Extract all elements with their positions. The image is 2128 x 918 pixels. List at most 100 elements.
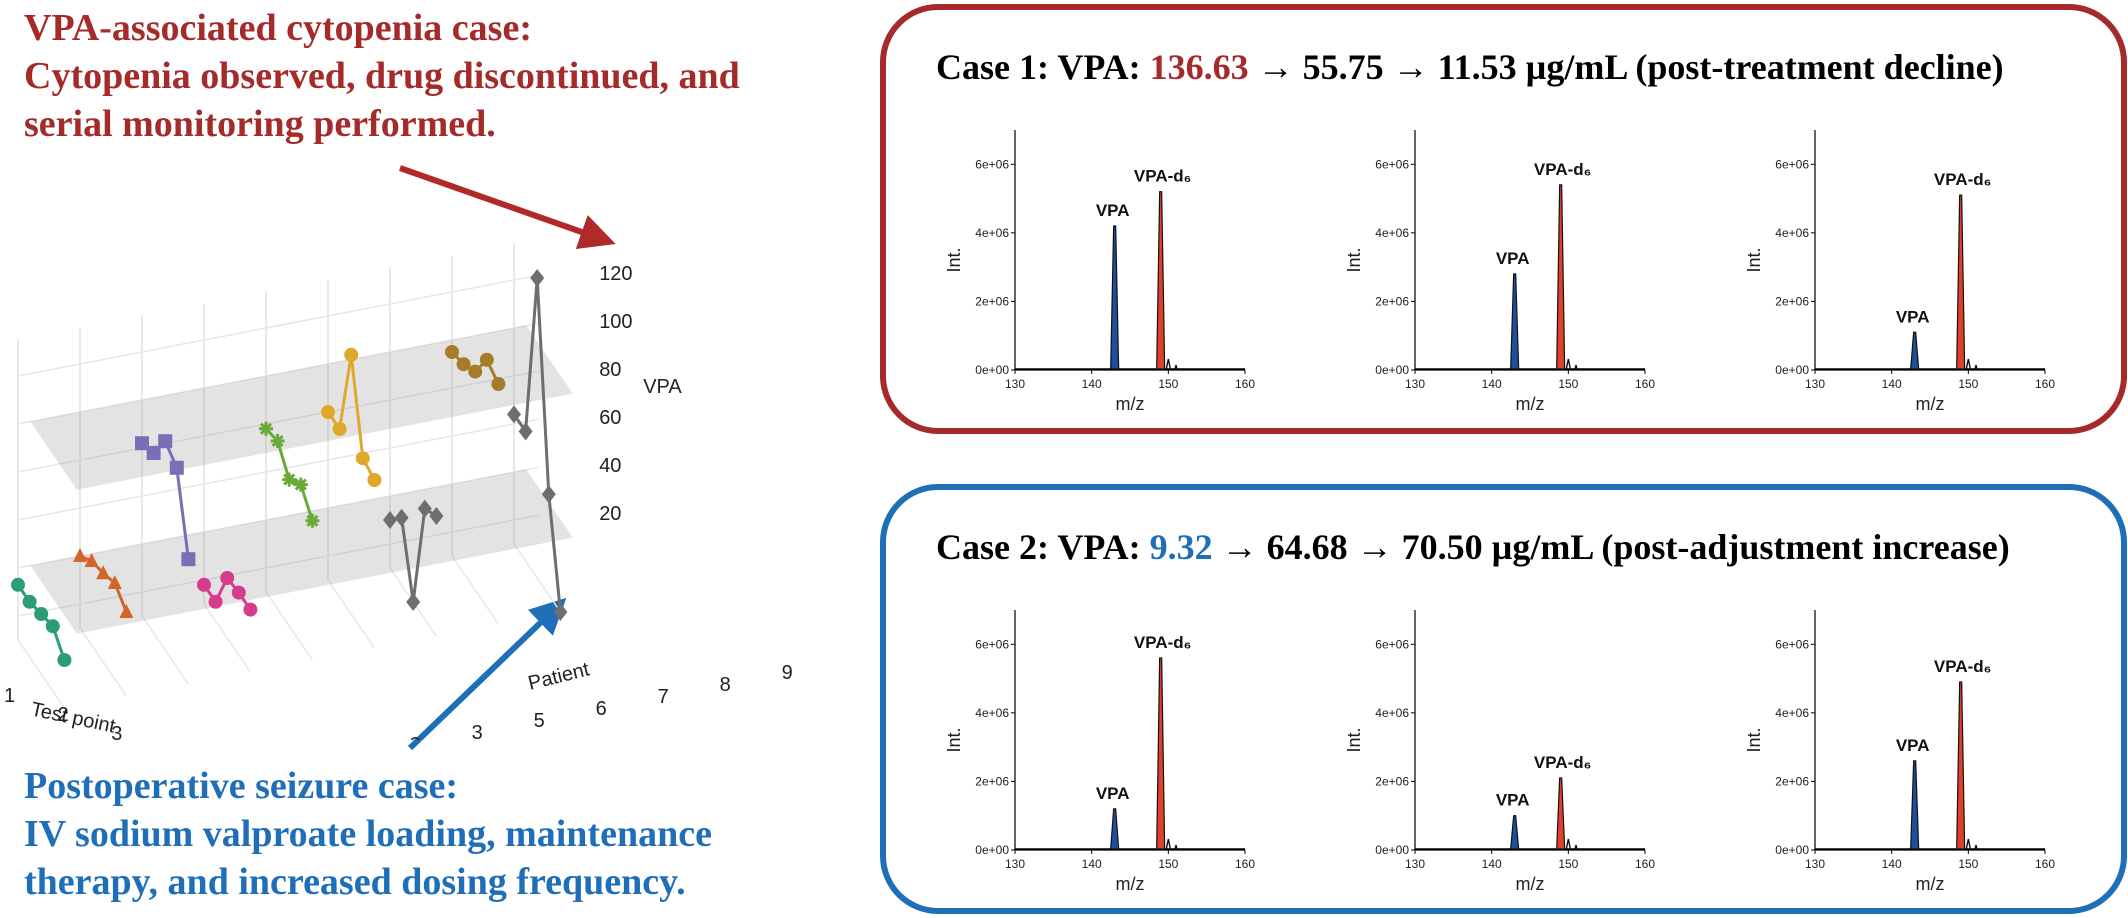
peak-label: VPA-d₆ — [1134, 167, 1191, 186]
data-point — [293, 477, 308, 492]
x-tick-label: 130 — [1005, 857, 1025, 871]
case-2-panel: Case 2: VPA: 9.32 → 64.68 → 70.50 µg/mL … — [880, 484, 2127, 914]
x-tick-label: 140 — [1482, 857, 1502, 871]
isotope-trace — [1565, 838, 1578, 850]
series-line — [383, 499, 444, 611]
z-tick-label: 120 — [599, 263, 632, 285]
gridline — [513, 543, 562, 613]
y-tick-label: 8 — [720, 674, 731, 696]
data-point — [270, 434, 285, 448]
z-tick-label: 100 — [599, 311, 632, 333]
data-point — [445, 345, 459, 359]
spectrum-peak — [1556, 184, 1566, 370]
spectrum-chart: 0e+00 2e+06 4e+06 6e+06 130 140 150 160 m/z Int. V… — [944, 130, 1255, 414]
z-tick-label: 60 — [599, 407, 621, 429]
x-tick-label: 150 — [1958, 857, 1978, 871]
peak-label: VPA — [1896, 307, 1930, 326]
data-point — [332, 422, 347, 436]
data-point — [479, 352, 494, 367]
data-point — [355, 451, 370, 466]
annotation-arrows — [399, 165, 616, 751]
peak-label: VPA-d₆ — [1934, 170, 1991, 189]
x-tick-label: 150 — [1158, 857, 1178, 871]
y-tick-label: 2e+06 — [975, 294, 1009, 308]
y-tick-label: 0e+00 — [1775, 363, 1809, 377]
data-point — [507, 405, 521, 424]
y-tick-label: 6 — [596, 698, 607, 720]
spectrum-peak — [1510, 815, 1520, 850]
y-tick-label: 9 — [782, 662, 793, 684]
y-tick-label: 2e+06 — [1375, 774, 1409, 788]
y-tick-label: 3 — [472, 722, 483, 740]
data-point — [243, 602, 258, 617]
data-point — [282, 472, 297, 487]
spectrum-chart: 0e+00 2e+06 4e+06 6e+06 130 140 150 160 m/z Int. V… — [1344, 130, 1655, 414]
z-tick-label: 40 — [599, 455, 621, 477]
data-point — [344, 347, 359, 362]
data-point — [367, 473, 382, 487]
y-axis-label: Int. — [1744, 247, 1764, 272]
data-point — [259, 421, 273, 436]
isotope-trace — [1965, 838, 1978, 850]
reference-plane — [30, 469, 573, 634]
data-point — [119, 604, 134, 618]
data-point — [135, 436, 149, 451]
peak-label: VPA-d₆ — [1534, 753, 1591, 772]
isotope-trace — [1165, 838, 1178, 850]
data-point — [518, 422, 533, 441]
spectrum-peak — [1510, 273, 1520, 370]
spectrum-chart: 0e+00 2e+06 4e+06 6e+06 130 140 150 160 m/z Int. V… — [944, 610, 1255, 894]
gridline — [17, 322, 539, 425]
x-tick-label: 150 — [1158, 377, 1178, 391]
y-tick-label: 2e+06 — [975, 774, 1009, 788]
x-axis-label: m/z — [1116, 874, 1145, 894]
y-tick-label: 6e+06 — [1375, 637, 1409, 651]
spectrum-peak — [1110, 808, 1120, 850]
y-tick-label: 4e+06 — [1775, 706, 1809, 720]
x-tick-label: 150 — [1558, 857, 1578, 871]
data-point — [84, 553, 99, 567]
data-point — [553, 603, 568, 621]
annotation-line: serial monitoring performed. — [24, 103, 496, 145]
chart-grid — [17, 244, 562, 709]
x-tick-label: 160 — [1235, 857, 1255, 871]
data-point — [491, 377, 506, 391]
y-tick-label: 0e+00 — [1375, 363, 1409, 377]
x-tick-label: 160 — [1635, 377, 1655, 391]
y-axis-label: Int. — [944, 247, 964, 272]
y-tick-label: 0e+00 — [1775, 843, 1809, 857]
gridline — [17, 639, 66, 709]
data-point — [181, 552, 196, 567]
annotation-line: Postoperative seizure case: — [24, 765, 459, 807]
seizure-annotation: Postoperative seizure case: IV sodium va… — [24, 762, 712, 906]
series-line — [321, 347, 382, 487]
x-tick-label: 130 — [1405, 857, 1425, 871]
gridline — [203, 603, 252, 673]
gridline — [17, 418, 539, 521]
spectrum-peak — [1910, 331, 1920, 370]
vpa-3d-chart: 20406080100120VPA12345Test point12356789… — [4, 244, 793, 740]
y-tick-label: 0e+00 — [975, 843, 1009, 857]
data-point — [305, 513, 320, 528]
x-tick-label: 140 — [1082, 377, 1102, 391]
spectrum-peak — [1156, 657, 1166, 850]
data-point — [208, 594, 223, 609]
x-tick-label: 3 — [111, 723, 122, 740]
gridline — [17, 514, 539, 617]
y-tick-label: 2 — [410, 734, 421, 740]
peak-label: VPA — [1896, 736, 1930, 755]
data-point — [417, 499, 432, 518]
red-arrow — [399, 165, 616, 250]
y-tick-label: 0e+00 — [975, 363, 1009, 377]
data-point — [57, 653, 72, 667]
y-tick-label: 7 — [658, 686, 669, 708]
case-1-title: Case 1: VPA: 136.63 → 55.75 → 11.53 µg/m… — [936, 47, 2004, 87]
spectrum-peak — [1110, 225, 1120, 370]
data-point — [541, 485, 556, 504]
case-1-initial-value: 136.63 — [1149, 47, 1249, 87]
gridline — [17, 370, 539, 473]
x-axis-label: Test point — [29, 698, 118, 737]
y-tick-label: 0e+00 — [1375, 843, 1409, 857]
spectrum-peak — [1556, 777, 1566, 850]
z-tick-label: 80 — [599, 359, 621, 381]
